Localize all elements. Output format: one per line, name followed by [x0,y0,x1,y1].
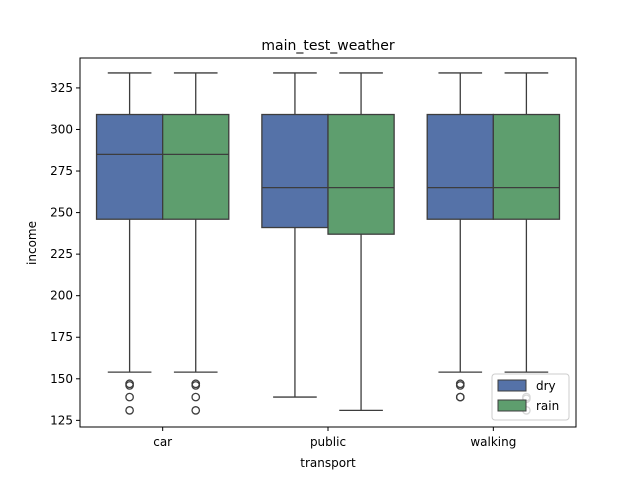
legend: dry rain [491,373,570,421]
box-dry-public [261,72,329,398]
iqr-box [327,113,395,235]
y-tick-label: 300 [50,122,73,136]
box-dry-car [95,72,164,415]
outlier-point [191,381,201,390]
y-axis-label: income [25,221,39,265]
chart-title: main_test_weather [261,38,394,54]
iqr-box [95,113,164,220]
outlier-point [125,392,134,402]
outlier-point [455,392,465,402]
y-tick-label: 250 [50,206,73,220]
legend-label-rain: rain [536,399,559,413]
x-tick-label-car: car [153,435,172,449]
x-tick-label-public: public [310,435,346,449]
y-tick-label: 200 [50,289,73,303]
outlier-point [125,381,134,390]
iqr-box [492,113,561,220]
outlier-point [191,406,201,415]
legend-swatch-dry [497,379,527,392]
y-tick-label: 225 [50,247,73,261]
y-axis: 125 150 175 200 225 250 275 300 325 [50,81,80,427]
outlier-point [125,406,134,415]
iqr-box [426,113,494,220]
x-tick-label-walking: walking [470,435,516,449]
plot-area [95,72,561,415]
iqr-box [162,113,230,220]
box-rain-public [327,72,395,412]
box-dry-walking [426,72,494,402]
y-tick-label: 325 [50,81,73,95]
y-tick-label: 175 [50,330,73,344]
x-axis-label: transport [300,456,356,470]
y-tick-label: 125 [50,413,73,427]
box-rain-walking [492,72,561,415]
iqr-box [261,113,329,229]
y-tick-label: 275 [50,164,73,178]
outlier-point [191,392,201,402]
outlier-point [455,381,465,390]
legend-label-dry: dry [536,379,556,393]
x-axis: car public walking [153,427,516,449]
legend-swatch-rain [497,399,527,412]
y-tick-label: 150 [50,372,73,386]
box-rain-car [162,72,230,415]
